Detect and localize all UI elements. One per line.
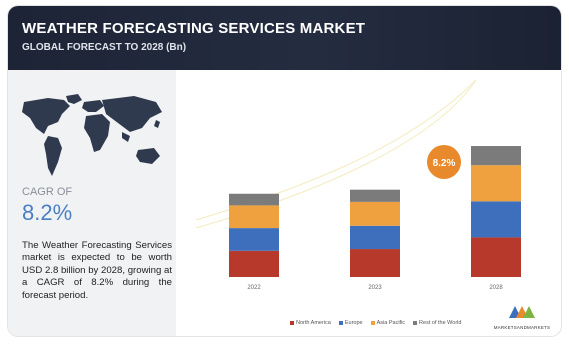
legend-swatch — [413, 321, 418, 325]
badge-circle — [427, 145, 461, 179]
bar-rest-of-the-world-2022 — [229, 193, 279, 206]
stacked-bar-chart: 2022 2023 2028 8.2% — [195, 79, 521, 291]
legend-item-europe: Europe — [338, 320, 363, 326]
bar-north-america-2022 — [229, 250, 279, 277]
x-tick-label: 2022 — [247, 285, 261, 291]
cagr-label: CAGR OF — [22, 186, 73, 198]
legend-label: Rest of the World — [419, 320, 462, 326]
legend-item-asia-pacific: Asia Pacific — [370, 320, 406, 326]
page-subtitle: GLOBAL FORECAST TO 2028 (Bn) — [22, 42, 187, 53]
legend-swatch — [370, 321, 375, 325]
legend-label: Europe — [344, 320, 363, 326]
cagr-badge: 8.2% — [427, 145, 461, 179]
cagr-value: 8.2% — [22, 200, 73, 225]
legend-swatch — [338, 321, 343, 325]
decorative-trend-curve — [195, 79, 477, 229]
legend-swatch — [290, 321, 294, 325]
bar-asia-pacific-2023 — [350, 201, 400, 226]
x-tick-group: 2022 2023 2028 — [247, 285, 503, 291]
world-map-icon — [22, 94, 162, 176]
bar-asia-pacific-2028 — [471, 165, 521, 202]
marketsandmarkets-logo: MARKETSANDMARKETS — [492, 302, 552, 330]
legend-label: North America — [296, 320, 331, 326]
bar-europe-2022 — [229, 228, 279, 251]
legend-label: Asia Pacific — [376, 320, 406, 326]
legend-item-north-america: North America — [290, 320, 331, 326]
bar-europe-2028 — [471, 201, 521, 238]
bar-asia-pacific-2022 — [229, 205, 279, 229]
bar-rest-of-the-world-2028 — [471, 146, 521, 166]
page-title: WEATHER FORECASTING SERVICES MARKET — [22, 20, 366, 37]
infographic-card: WEATHER FORECASTING SERVICES MARKET GLOB… — [8, 6, 561, 336]
bar-europe-2023 — [350, 225, 400, 250]
badge-label: 8.2% — [433, 158, 456, 169]
marketsandmarkets-logo-icon — [509, 306, 535, 318]
legend-item-rest-of-world: Rest of the World — [413, 320, 461, 326]
chart-legend: North America Europe Asia Pacific Rest o… — [290, 320, 461, 326]
bar-north-america-2023 — [350, 249, 400, 277]
header-banner: WEATHER FORECASTING SERVICES MARKET GLOB… — [8, 6, 561, 70]
x-tick-label: 2028 — [489, 285, 503, 291]
bar-group — [229, 146, 521, 277]
bar-north-america-2028 — [471, 237, 521, 277]
x-tick-label: 2023 — [368, 285, 382, 291]
logo-text: MARKETSANDMARKETS — [493, 325, 551, 330]
market-description: The Weather Forecasting Services market … — [22, 240, 172, 301]
bar-rest-of-the-world-2023 — [350, 189, 400, 202]
summary-panel: CAGR OF 8.2% The Weather Forecasting Ser… — [8, 70, 176, 336]
